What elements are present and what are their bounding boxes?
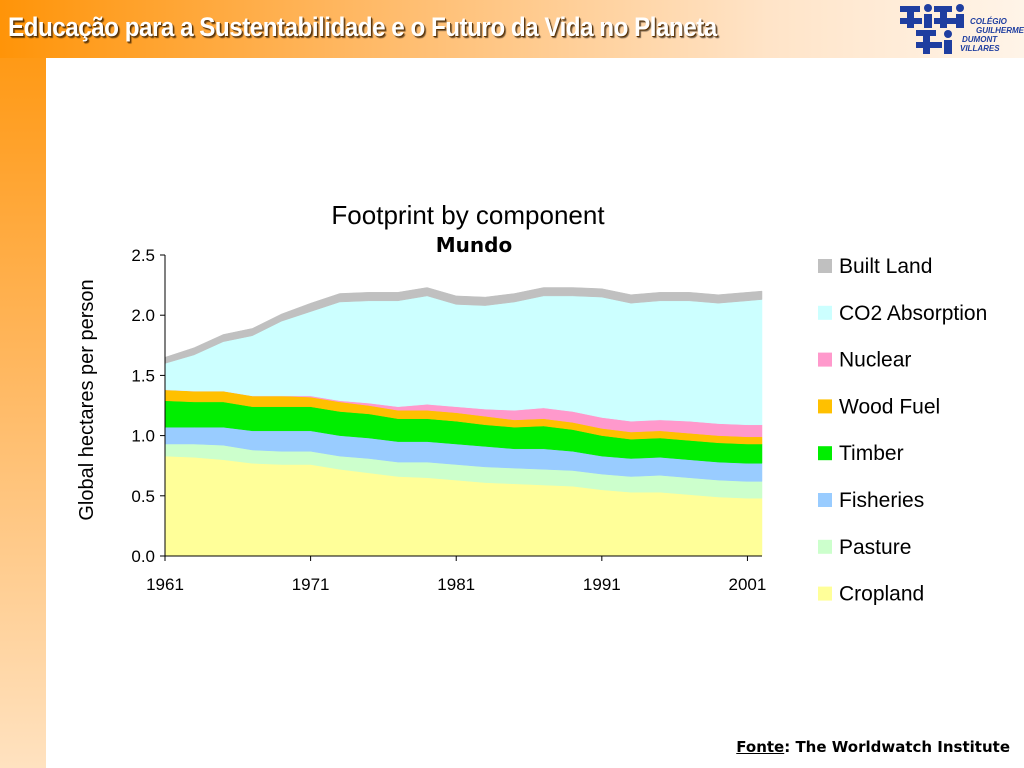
stacked-areas (164, 287, 763, 557)
legend-label-wood-fuel: Wood Fuel (839, 395, 940, 418)
legend-label-co2-absorption: CO2 Absorption (839, 302, 987, 325)
x-tick-label: 1991 (583, 575, 621, 594)
x-ticks: 1961 1971 1981 1991 2001 (146, 556, 766, 594)
legend-swatch-timber (818, 446, 832, 461)
area-built-land (164, 287, 763, 364)
school-logo: COLÉGIO GUILHERME DUMONT VILLARES (896, 0, 1024, 58)
legend-swatch-co2-absorption (818, 305, 832, 320)
legend-swatch-built-land (818, 259, 832, 273)
logo-text-line-4: VILLARES (960, 44, 1000, 53)
x-tick-label: 1961 (146, 575, 184, 594)
legend-swatch-fisheries (818, 493, 832, 507)
x-tick-label: 1971 (292, 575, 330, 594)
logo-text-line-2: GUILHERME (976, 26, 1024, 35)
legend-label-fisheries: Fisheries (839, 489, 924, 512)
chart-legend: Built Land CO2 Absorption Nuclear Wood Fuel… (818, 255, 987, 606)
legend-swatch-nuclear (818, 352, 832, 367)
legend-label-built-land: Built Land (839, 255, 932, 278)
source-text: : The Worldwatch Institute (784, 738, 1010, 756)
header-bar (0, 0, 1024, 58)
chart-axes (164, 255, 762, 557)
chart-subtitle: Mundo (436, 233, 512, 257)
chart-title: Footprint by component (331, 200, 605, 230)
source-label: Fonte (736, 738, 785, 756)
y-tick-label: 1.0 (131, 427, 155, 446)
y-axis-label: Global hectares per person (76, 279, 98, 520)
source-credit: Fonte: The Worldwatch Institute (736, 738, 1010, 756)
y-tick-label: 2.0 (131, 306, 155, 325)
legend-swatch-cropland (818, 586, 832, 601)
legend-swatch-wood-fuel (818, 399, 832, 414)
y-ticks: 0.0 0.5 1.0 1.5 2.0 2.5 (131, 246, 165, 566)
logo-text-line-3: DUMONT (962, 35, 998, 44)
y-tick-label: 2.5 (131, 246, 155, 265)
y-tick-label: 1.5 (131, 366, 155, 385)
legend-label-pasture: Pasture (839, 536, 911, 559)
logo-text-line-1: COLÉGIO (970, 17, 1008, 26)
left-accent-bar (0, 0, 46, 768)
x-tick-label: 2001 (729, 575, 767, 594)
slide-title: Educação para a Sustentabilidade e o Fut… (8, 12, 717, 42)
x-tick-label: 1981 (437, 575, 475, 594)
legend-label-nuclear: Nuclear (839, 349, 911, 372)
y-tick-label: 0.0 (131, 547, 155, 566)
y-tick-label: 0.5 (131, 487, 155, 506)
legend-label-timber: Timber (839, 442, 904, 465)
legend-swatch-pasture (818, 539, 832, 554)
legend-label-cropland: Cropland (839, 583, 924, 606)
